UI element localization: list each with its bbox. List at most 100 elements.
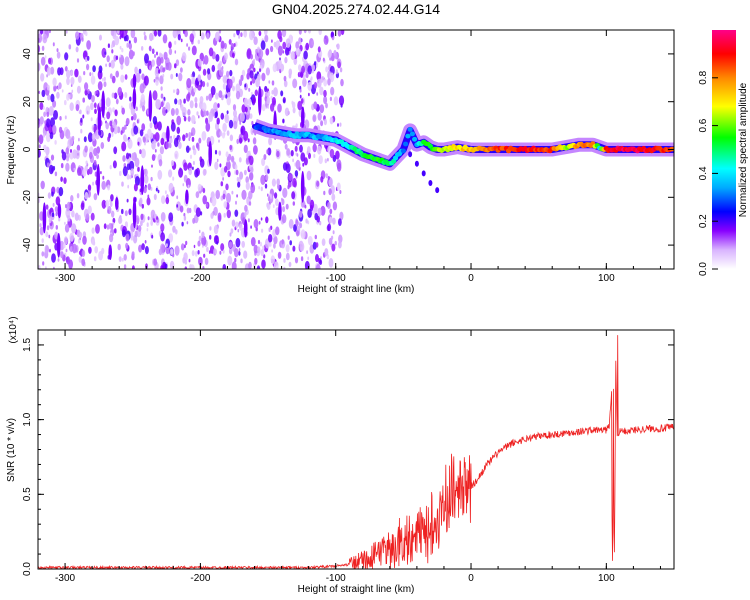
spectrogram-noise-cell bbox=[44, 120, 47, 125]
spectrogram-noise-cell bbox=[329, 148, 335, 159]
spectrogram-noise-cell bbox=[129, 175, 132, 180]
spectrogram-noise-cell bbox=[139, 129, 144, 137]
spectrogram-noise-cell bbox=[322, 57, 325, 62]
spectrogram-noise-cell bbox=[223, 57, 226, 63]
spectrogram-noise-cell bbox=[189, 154, 193, 159]
spectrogram-noise-cell bbox=[261, 104, 266, 112]
spectrogram-noise-cell bbox=[157, 30, 162, 37]
spectrogram-noise-cell bbox=[307, 30, 312, 34]
spectrogram-noise-cell bbox=[249, 113, 253, 119]
spectrogram-noise-cell bbox=[77, 167, 82, 176]
spectrogram-noise-cell bbox=[121, 141, 127, 152]
spectrogram-noise-cell bbox=[295, 219, 299, 227]
spectrogram-noise-cell bbox=[157, 189, 160, 194]
spectrogram-noise-cell bbox=[250, 53, 254, 60]
spectrogram-noise-cell bbox=[163, 51, 168, 60]
spectrogram-noise-cell bbox=[219, 163, 222, 168]
spectrogram-noise-cell bbox=[335, 69, 338, 75]
spectrogram-noise-cell bbox=[295, 48, 300, 56]
spectrogram-noise-cell bbox=[173, 137, 179, 148]
spectrogram-noise-cell bbox=[244, 83, 247, 88]
spectrogram-noise-cell bbox=[198, 235, 202, 242]
spectrogram-noise-field bbox=[38, 30, 345, 269]
spectrogram-noise-cell bbox=[248, 201, 252, 206]
spectrogram-noise-cell bbox=[174, 40, 177, 45]
spectrogram-noise-cell bbox=[146, 222, 149, 227]
spectrogram-noise-cell bbox=[42, 133, 46, 138]
spectrogram-noise-cell bbox=[269, 242, 272, 247]
spectrogram-noise-cell bbox=[256, 265, 261, 269]
spectrogram-noise-cell bbox=[148, 45, 152, 52]
spectrogram-noise-cell bbox=[211, 94, 214, 98]
spectrogram-noise-cell bbox=[121, 208, 124, 215]
spectrogram-noise-cell bbox=[178, 167, 184, 178]
spectrogram-noise-cell bbox=[199, 96, 204, 104]
spectrogram-noise-cell bbox=[103, 81, 107, 88]
spectrogram-noise-cell bbox=[320, 120, 324, 127]
spectrogram-noise-cell bbox=[309, 199, 315, 209]
spectrogram-noise-cell bbox=[219, 250, 222, 255]
spectrogram-noise-cell bbox=[229, 144, 233, 151]
spectrogram-noise-cell bbox=[267, 193, 269, 197]
spectrogram-noise-cell bbox=[170, 121, 176, 132]
spectrogram-noise-cell bbox=[42, 261, 45, 266]
spectrogram-noise-cell bbox=[155, 79, 159, 86]
spectrogram-noise-cell bbox=[168, 212, 174, 223]
spectrogram-noise-cell bbox=[41, 89, 46, 98]
spectrogram-noise-cell bbox=[115, 70, 119, 78]
spectrogram-noise-cell bbox=[223, 201, 228, 209]
spectrogram-noise-cell bbox=[58, 186, 64, 197]
spectrogram-noise-cell bbox=[93, 256, 97, 262]
spectrogram-noise-cell bbox=[307, 256, 310, 261]
spectrogram-noise-cell bbox=[39, 116, 44, 125]
spectrogram-noise-cell bbox=[101, 47, 107, 58]
spectrogram-noise-cell bbox=[217, 103, 220, 108]
spectrogram-noise-cell bbox=[250, 166, 254, 173]
spectrogram-noise-cell bbox=[129, 96, 132, 102]
spectrogram-noise-cell bbox=[271, 178, 276, 187]
spectrogram-noise-cell bbox=[162, 34, 168, 44]
spectrogram-noise-cell bbox=[85, 31, 88, 37]
spectrogram-y-label: Frequency (Hz) bbox=[6, 116, 17, 185]
spectrogram-noise-cell bbox=[81, 37, 84, 42]
spectrogram-noise-cell bbox=[177, 34, 181, 41]
spectrogram-noise-cell bbox=[112, 221, 115, 226]
spectrogram-noise-cell bbox=[282, 119, 285, 123]
spectrogram-noise-cell bbox=[164, 263, 168, 269]
spectrogram-noise-cell bbox=[144, 35, 147, 41]
spectrogram-noise-streak bbox=[42, 202, 47, 234]
spectrogram-noise-cell bbox=[267, 105, 270, 109]
spectrogram-noise-cell bbox=[327, 78, 331, 86]
spectrogram-noise-cell bbox=[218, 150, 222, 156]
spectrogram-noise-cell bbox=[139, 197, 143, 205]
spectrogram-noise-cell bbox=[54, 206, 59, 213]
spectrogram-noise-cell bbox=[146, 197, 151, 206]
spectrogram-noise-cell bbox=[228, 119, 234, 129]
spectrogram-noise-cell bbox=[250, 237, 256, 247]
spectrogram-noise-cell bbox=[267, 90, 271, 97]
spectrogram-noise-cell bbox=[90, 102, 94, 111]
spectrogram-noise-cell bbox=[43, 111, 46, 118]
spectrogram-noise-cell bbox=[187, 109, 191, 116]
spectrogram-noise-cell bbox=[140, 93, 145, 103]
spectrogram-noise-cell bbox=[44, 244, 49, 254]
spectrogram-noise-cell bbox=[245, 106, 248, 113]
spectrogram-noise-cell bbox=[277, 103, 282, 113]
spectrogram-noise-cell bbox=[71, 135, 75, 141]
spectrogram-noise-cell bbox=[315, 242, 319, 248]
spectrogram-noise-cell bbox=[292, 201, 295, 206]
spectrogram-noise-cell bbox=[206, 32, 210, 40]
spectrogram-noise-cell bbox=[337, 162, 342, 172]
spectrogram-noise-cell bbox=[299, 41, 302, 46]
spectrogram-noise-cell bbox=[57, 258, 60, 262]
spectrogram-noise-cell bbox=[190, 264, 195, 269]
spectrogram-noise-cell bbox=[300, 98, 304, 104]
spectrogram-noise-cell bbox=[189, 100, 194, 109]
spectrogram-noise-cell bbox=[319, 86, 324, 96]
spectrogram-noise-cell bbox=[267, 147, 272, 156]
spectrogram-noise-cell bbox=[66, 205, 70, 212]
spectrogram-noise-cell bbox=[119, 54, 122, 58]
spectrogram-noise-cell bbox=[194, 250, 198, 257]
spectrogram-noise-cell bbox=[118, 217, 123, 224]
spectrogram-noise-cell bbox=[172, 186, 175, 191]
